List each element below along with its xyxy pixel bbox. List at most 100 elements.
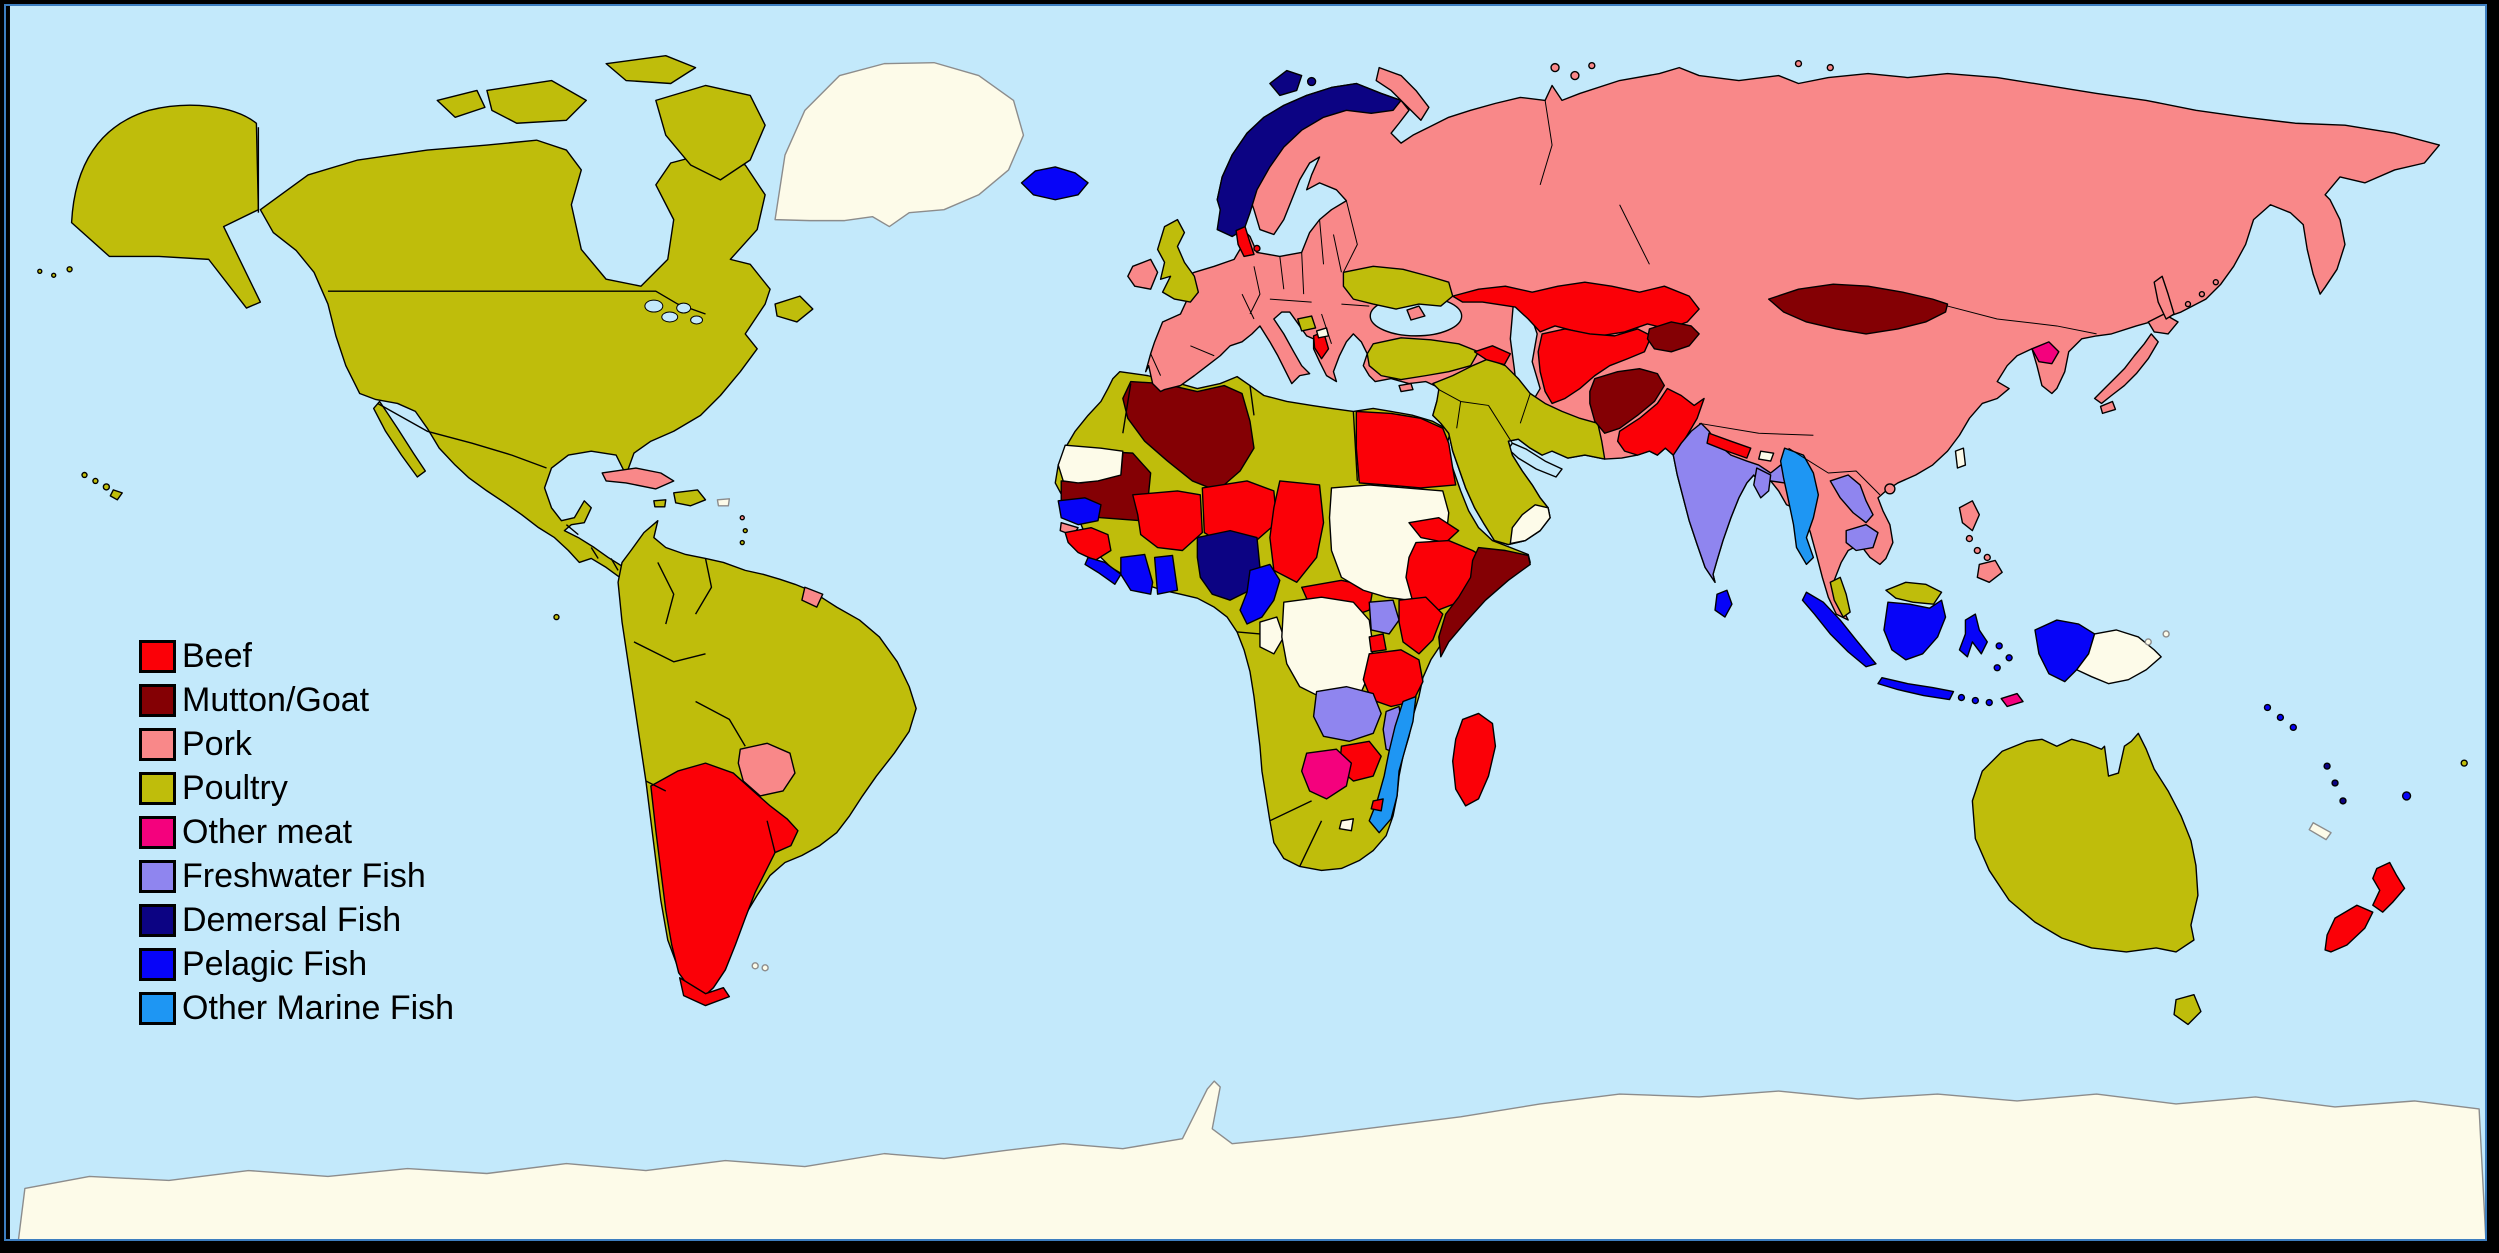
region-baffin-island (655, 84, 766, 181)
legend-label: Mutton/Goat (182, 681, 370, 719)
region-denmark (1235, 225, 1255, 258)
region-greenland (774, 61, 1025, 228)
region-hispaniola (673, 489, 707, 507)
region-samoa (2460, 759, 2468, 767)
world-map-svg (9, 6, 2485, 1239)
region-united-kingdom (1156, 218, 1200, 303)
region-denmark-isle (1253, 244, 1261, 253)
region-malaysia-peninsula (1829, 576, 1851, 618)
region-cameroon (1239, 563, 1281, 625)
region-svalbard (1269, 69, 1303, 97)
region-oman-yemen (1509, 504, 1551, 545)
region-ghana (1153, 554, 1179, 595)
legend-label: Freshwater Fish (182, 857, 426, 895)
region-north-korea (2031, 341, 2060, 365)
region-lesser-antilles (739, 515, 748, 546)
region-mali (1132, 490, 1204, 552)
region-falkland-islands (751, 962, 769, 972)
map-inner-frame: Beef Mutton/Goat Pork Poultry Other meat… (4, 4, 2487, 1241)
region-caucasus (1473, 345, 1512, 366)
region-sakhalin (2153, 275, 2175, 320)
legend-row-demersal-fish: Demersal Fish (139, 898, 454, 942)
region-philippines-luzon (1958, 500, 1981, 532)
region-svalbard-isle (1306, 76, 1317, 87)
region-ukraine (1342, 265, 1454, 310)
region-algeria (1122, 380, 1255, 492)
region-solomon-islands (2263, 703, 2297, 732)
border-usa-canada (327, 290, 706, 315)
region-canada-usa-mexico (259, 139, 771, 591)
region-somalia (1438, 546, 1531, 658)
region-aleutian-islands (37, 266, 73, 278)
region-australia (1971, 732, 2199, 953)
region-mongolia (1767, 283, 1949, 335)
region-java (1877, 676, 1955, 701)
region-myanmar (1779, 447, 1820, 566)
region-cuba (601, 467, 675, 490)
region-niger (1201, 480, 1278, 546)
region-eritrea (1408, 517, 1460, 544)
region-taiwan (1954, 447, 1967, 469)
region-uganda (1368, 599, 1400, 635)
poultry-swatch (139, 771, 176, 805)
region-ivory-coast (1120, 553, 1154, 595)
region-sulawesi (1958, 613, 1988, 658)
borders-south-america (633, 558, 746, 792)
region-new-zealand-north (2372, 861, 2406, 913)
region-hawaii (81, 471, 123, 501)
legend-label: Beef (182, 637, 252, 675)
pork-swatch (139, 727, 176, 761)
region-puerto-rico (716, 498, 731, 507)
region-bosnia (1297, 315, 1317, 332)
border-central-america (565, 524, 619, 571)
region-new-zealand-south (2324, 904, 2374, 953)
legend-label: Pork (182, 725, 252, 763)
region-galapagos (553, 613, 560, 621)
region-malaysia-borneo (1885, 581, 1943, 605)
region-middle-east (1432, 358, 1606, 546)
region-ellesmere-island (605, 54, 697, 85)
region-kenya (1398, 596, 1444, 655)
region-congo (1259, 616, 1285, 655)
region-vanuatu (2323, 762, 2347, 805)
other-marine-fish-swatch (139, 991, 176, 1025)
legend-label: Pelagic Fish (182, 945, 368, 983)
region-uzbekistan-turkmenistan (1537, 328, 1653, 405)
freshwater-fish-swatch (139, 859, 176, 893)
region-novaya-zemlya (1375, 66, 1430, 121)
region-sumatra (1801, 591, 1877, 668)
region-cambodia (1845, 523, 1879, 552)
legend-row-freshwater-fish: Freshwater Fish (139, 854, 454, 898)
legend-label: Poultry (182, 769, 288, 807)
region-bangladesh (1753, 467, 1772, 499)
region-guinea (1064, 526, 1112, 562)
legend-row-pork: Pork (139, 722, 454, 766)
region-egypt (1355, 410, 1457, 489)
region-melanesia (2144, 630, 2170, 646)
legend-row-pelagic-fish: Pelagic Fish (139, 942, 454, 986)
region-botswana (1300, 748, 1353, 800)
region-newfoundland (774, 295, 814, 323)
mutton-goat-swatch (139, 683, 176, 717)
beef-swatch (139, 639, 176, 673)
region-fiji (2401, 791, 2412, 801)
borders-asia (1539, 100, 2097, 496)
borders-north-africa (1122, 383, 1359, 867)
legend-row-beef: Beef (139, 634, 454, 678)
region-rwanda-burundi (1368, 633, 1387, 653)
legend-row-poultry: Poultry (139, 766, 454, 810)
region-banks-island (436, 89, 486, 118)
region-timor-leste (2000, 692, 2024, 708)
other-meat-swatch (139, 815, 176, 849)
region-french-guiana (801, 586, 824, 608)
region-ireland (1127, 258, 1159, 290)
region-argentina-uruguay (650, 762, 799, 1001)
legend-label: Demersal Fish (182, 901, 402, 939)
border-uruguay (766, 820, 776, 853)
region-baja-california (372, 400, 427, 478)
region-laos (1829, 474, 1874, 524)
region-senegal (1057, 497, 1102, 526)
region-indonesia-borneo (1883, 599, 1947, 661)
region-nusa-tenggara (1957, 642, 2013, 707)
region-arctic-islands (1550, 59, 1834, 81)
